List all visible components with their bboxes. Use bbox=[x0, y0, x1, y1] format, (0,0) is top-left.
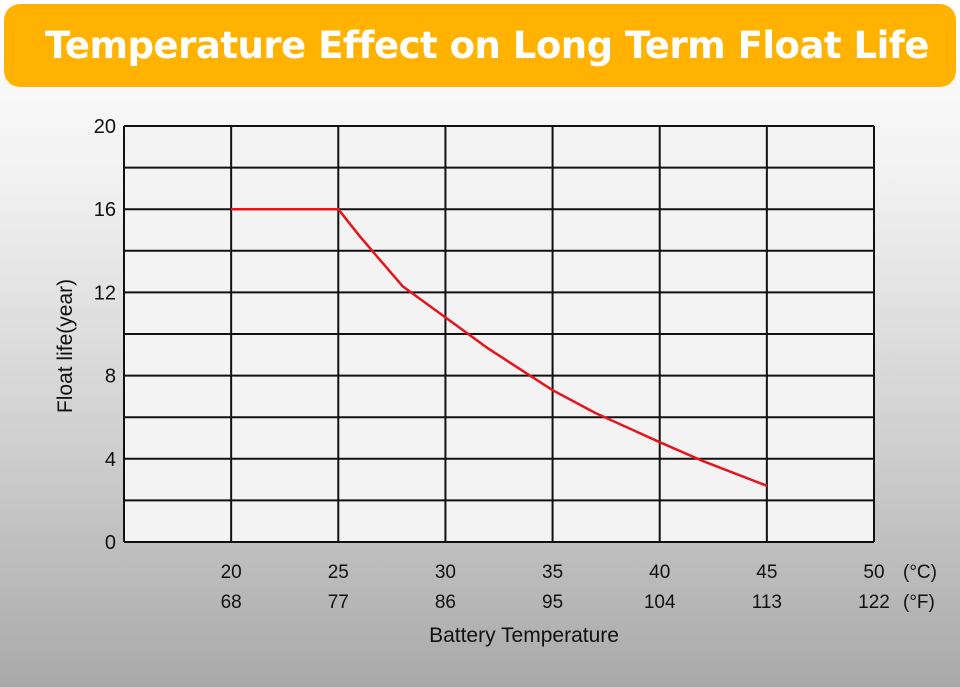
x-axis-label: Battery Temperature bbox=[429, 624, 619, 647]
y-tick-label: 16 bbox=[94, 199, 116, 221]
x-tick-label-celsius: 35 bbox=[542, 562, 563, 583]
tick-labels: 0 4 8 12 16 20 20 68 25 77 30 86 35 95 40 104 45 113 50 122 bbox=[94, 116, 890, 613]
y-tick-label: 12 bbox=[94, 282, 116, 304]
unit-fahrenheit-label: (°F) bbox=[903, 592, 935, 613]
y-tick-label: 20 bbox=[94, 116, 116, 138]
y-tick-label: 8 bbox=[105, 366, 116, 388]
x-tick-label-celsius: 40 bbox=[649, 562, 670, 583]
x-tick-label-fahrenheit: 86 bbox=[435, 592, 456, 613]
grid bbox=[123, 125, 875, 543]
page-title: Temperature Effect on Long Term Float Li… bbox=[45, 24, 929, 67]
y-axis-label: Float life(year) bbox=[54, 279, 77, 413]
y-tick-label: 4 bbox=[105, 449, 116, 471]
x-tick-label-celsius: 50 bbox=[863, 562, 884, 583]
x-tick-label-celsius: 30 bbox=[435, 562, 456, 583]
title-banner: Temperature Effect on Long Term Float Li… bbox=[4, 4, 956, 87]
x-tick-label-celsius: 25 bbox=[328, 562, 349, 583]
x-tick-label-fahrenheit: 104 bbox=[644, 592, 676, 613]
x-tick-label-fahrenheit: 77 bbox=[328, 592, 349, 613]
x-tick-label-fahrenheit: 95 bbox=[542, 592, 563, 613]
x-tick-label-fahrenheit: 68 bbox=[221, 592, 242, 613]
x-tick-label-fahrenheit: 122 bbox=[858, 592, 890, 613]
x-tick-label-fahrenheit: 113 bbox=[752, 592, 782, 613]
unit-celsius-label: (°C) bbox=[903, 562, 937, 583]
x-tick-label-celsius: 20 bbox=[221, 562, 242, 583]
x-tick-label-celsius: 45 bbox=[756, 562, 777, 583]
y-tick-label: 0 bbox=[105, 532, 116, 554]
float-life-line bbox=[231, 207, 768, 487]
